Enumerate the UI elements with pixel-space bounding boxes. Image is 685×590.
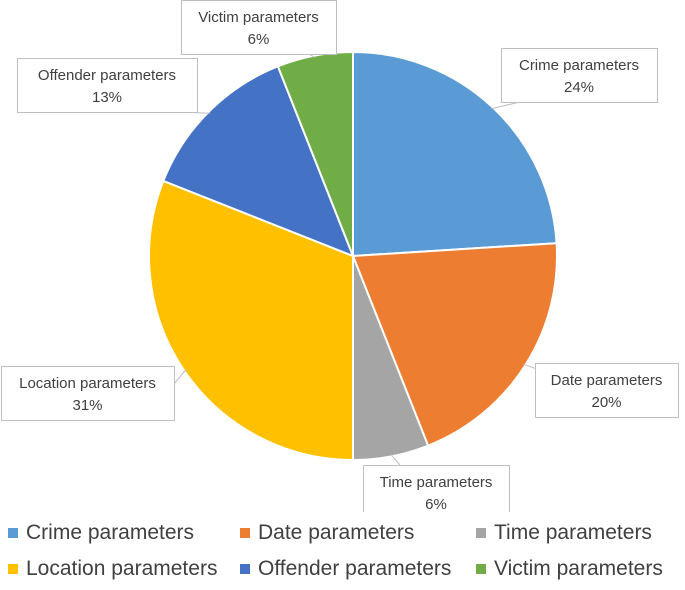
callout-value-offender: 13% — [92, 89, 122, 106]
callout-name-victim: Victim parameters — [198, 9, 319, 26]
callout-leader-time — [390, 454, 401, 466]
callout-value-date: 20% — [591, 394, 621, 411]
legend-label-location: Location parameters — [26, 557, 218, 580]
pie-slice-offender — [162, 65, 355, 258]
pie-slice-location — [148, 179, 354, 462]
callout-leader-location — [173, 369, 187, 385]
callout-leader-crime — [491, 101, 521, 110]
legend-row-2: Location parameters Offender parameters … — [8, 554, 684, 584]
legend-swatch-location — [8, 564, 18, 574]
callout-box-time — [363, 465, 510, 512]
pie-slice-victim — [276, 50, 354, 257]
callout-box-date — [535, 363, 679, 418]
legend-item-date: Date parameters — [240, 521, 476, 545]
callout-value-crime: 24% — [564, 79, 594, 96]
legend-item-location: Location parameters — [8, 557, 240, 581]
legend-label-victim: Victim parameters — [494, 557, 663, 580]
legend-label-date: Date parameters — [258, 521, 415, 544]
callout-name-offender: Offender parameters — [38, 67, 176, 84]
legend-label-time: Time parameters — [494, 521, 652, 544]
callout-box-location — [1, 366, 175, 421]
callout-value-time: 6% — [425, 496, 447, 512]
legend-item-victim: Victim parameters — [476, 557, 663, 581]
callout-box-victim — [181, 0, 337, 55]
pie-slice-crime — [352, 50, 558, 258]
callout-name-location: Location parameters — [19, 375, 156, 392]
legend-swatch-offender — [240, 564, 250, 574]
legend-swatch-date — [240, 528, 250, 538]
legend-swatch-time — [476, 528, 486, 538]
legend-row-1: Crime parameters Date parameters Time pa… — [8, 518, 684, 548]
callout-name-crime: Crime parameters — [519, 57, 639, 74]
legend: Crime parameters Date parameters Time pa… — [8, 518, 684, 590]
pie-chart: Crime parameters 24% Date parameters 20% Tim… — [1, 0, 679, 512]
callout-box-crime — [501, 48, 658, 103]
legend-item-time: Time parameters — [476, 521, 652, 545]
legend-label-crime: Crime parameters — [26, 521, 195, 544]
callout-value-location: 31% — [72, 397, 102, 414]
legend-swatch-victim — [476, 564, 486, 574]
legend-item-offender: Offender parameters — [240, 557, 476, 581]
callout-box-offender — [17, 58, 198, 113]
legend-item-crime: Crime parameters — [8, 521, 240, 545]
callout-value-victim: 6% — [248, 31, 270, 48]
callout-name-time: Time parameters — [380, 474, 493, 491]
legend-swatch-crime — [8, 528, 18, 538]
callout-name-date: Date parameters — [551, 372, 663, 389]
legend-label-offender: Offender parameters — [258, 557, 452, 580]
